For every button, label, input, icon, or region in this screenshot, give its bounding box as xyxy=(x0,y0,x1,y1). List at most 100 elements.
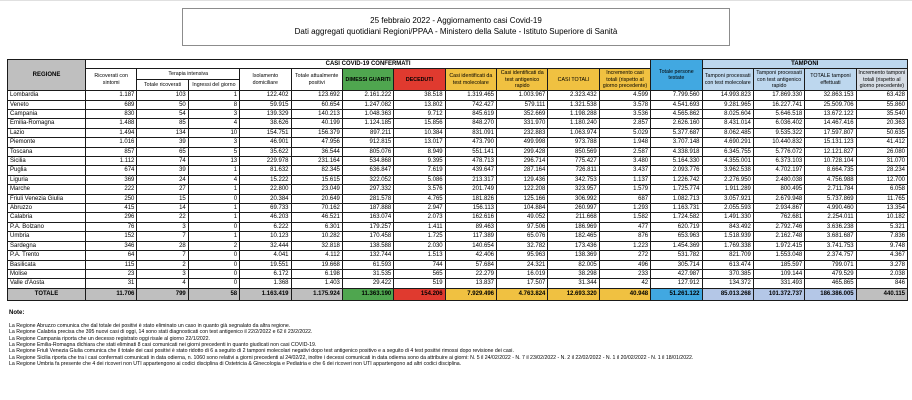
cell-ti-totale-ricoverati: 799 xyxy=(136,287,189,301)
cell-incremento-casi: 3.536 xyxy=(598,108,652,120)
cell-incremento-tamponi: 440.115 xyxy=(855,287,909,301)
cell-deceduti: 13.802 xyxy=(393,99,446,111)
cell-casi-totali: 306.992 xyxy=(547,193,600,205)
cell-dimessi-guariti: 29.422 xyxy=(341,278,395,289)
cell-casi-test-molecolare: 42.406 xyxy=(444,250,498,261)
cell-isolamento-domiciliare: 10.123 xyxy=(239,231,292,242)
cell-totale-attualmente-positivi: 40.199 xyxy=(290,118,343,129)
column-header-isolamento-domiciliare: Isolamento domiciliare xyxy=(239,68,292,92)
cell-ricoverati-con-sintomi: 346 xyxy=(84,240,138,252)
cell-totale-attualmente-positivi: 46.521 xyxy=(290,212,343,223)
cell-tamponi-antigenico: 331.493 xyxy=(752,278,806,289)
cell-incremento-casi: 1.579 xyxy=(598,184,652,195)
cell-casi-test-antigenico: 32.782 xyxy=(495,240,549,252)
cell-tamponi-molecolare: 370.385 xyxy=(701,268,754,280)
cell-tamponi-antigenico: 5.646.518 xyxy=(752,108,806,120)
cell-casi-test-antigenico: 95.963 xyxy=(495,250,549,261)
cell-totale-persone-testate: 653.963 xyxy=(650,231,703,242)
cell-tamponi-antigenico: 2.162.748 xyxy=(752,231,806,242)
cell-isolamento-domiciliare: 139.329 xyxy=(239,108,292,120)
cell-casi-totali: 186.969 xyxy=(547,221,600,233)
cell-casi-test-molecolare: 201.749 xyxy=(444,184,498,195)
cell-totale-attualmente-positivi: 6.301 xyxy=(290,221,343,233)
cell-tamponi-molecolare: 613.474 xyxy=(701,259,754,270)
region-name-cell: Sicilia xyxy=(7,156,86,167)
cell-deceduti: 15.856 xyxy=(393,118,446,129)
cell-totale-tamponi: 4.756.988 xyxy=(804,174,857,186)
cell-ricoverati-con-sintomi: 674 xyxy=(84,165,138,176)
cell-tamponi-antigenico: 9.535.322 xyxy=(752,127,806,139)
cell-isolamento-domiciliare: 229.978 xyxy=(239,156,292,167)
region-name-cell: Abruzzo xyxy=(7,203,86,214)
table-row: Piemonte 1.016 39 3 46.901 47.956 912.815 13.01… xyxy=(7,137,909,148)
cell-tamponi-antigenico: 17.869.330 xyxy=(752,90,806,101)
cell-incremento-casi: 1.948 xyxy=(598,137,652,148)
cell-incremento-tamponi: 846 xyxy=(855,278,909,289)
cell-ti-totale-ricoverati: 3 xyxy=(136,221,189,233)
cell-tamponi-molecolare: 4.355.001 xyxy=(701,156,754,167)
cell-totale-attualmente-positivi: 23.049 xyxy=(290,184,343,195)
cell-ti-ingressi-giorno: 5 xyxy=(187,146,241,158)
cell-isolamento-domiciliare: 46.203 xyxy=(239,212,292,223)
cell-ti-totale-ricoverati: 15 xyxy=(136,193,189,205)
region-name-cell: Emilia-Romagna xyxy=(7,118,86,129)
cell-ti-ingressi-giorno: 0 xyxy=(187,193,241,205)
cell-ti-totale-ricoverati: 14 xyxy=(136,203,189,214)
cell-casi-test-molecolare: 156.113 xyxy=(444,203,498,214)
cell-totale-tamponi: 2.254.011 xyxy=(804,212,857,223)
cell-ti-totale-ricoverati: 74 xyxy=(136,156,189,167)
cell-totale-tamponi: 3.681.687 xyxy=(804,231,857,242)
cell-tamponi-antigenico: 4.702.197 xyxy=(752,165,806,176)
region-name-cell: Marche xyxy=(7,184,86,195)
cell-casi-totali: 2.323.432 xyxy=(547,90,600,101)
table-row: Basilicata 115 2 0 19.551 19.668 61.593 744 57.6… xyxy=(7,259,909,270)
cell-deceduti: 1.725 xyxy=(393,231,446,242)
cell-incremento-tamponi: 7.836 xyxy=(855,231,909,242)
cell-totale-persone-testate: 2.093.776 xyxy=(650,165,703,176)
cell-casi-totali: 726.811 xyxy=(547,165,600,176)
cell-ricoverati-con-sintomi: 689 xyxy=(84,99,138,111)
cell-incremento-tamponi: 28.234 xyxy=(855,165,909,176)
cell-casi-test-antigenico: 65.076 xyxy=(495,231,549,242)
cell-deceduti: 10.384 xyxy=(393,127,446,139)
cell-incremento-tamponi: 55.860 xyxy=(855,99,909,111)
cell-incremento-casi: 496 xyxy=(598,259,652,270)
column-header-totale-attualmente-positivi: Totale attualmente positivi xyxy=(290,68,343,92)
cell-totale-persone-testate: 1.226.742 xyxy=(650,174,703,186)
column-header-ti-totale-ricoverati: Totale ricoverati xyxy=(136,79,189,92)
cell-casi-totali: 973.788 xyxy=(547,137,600,148)
cell-deceduti: 8.949 xyxy=(393,146,446,158)
cell-totale-persone-testate: 427.987 xyxy=(650,268,703,280)
group-header-tamponi: TAMPONI xyxy=(701,58,908,70)
cell-incremento-tamponi: 35.540 xyxy=(855,108,909,120)
cell-tamponi-antigenico: 2.792.746 xyxy=(752,221,806,233)
cell-incremento-casi: 2.857 xyxy=(598,118,652,129)
notes-list: La Regione Abruzzo comunica che dal tota… xyxy=(9,323,912,368)
cell-ti-totale-ricoverati: 3 xyxy=(136,268,189,280)
cell-incremento-casi: 3.480 xyxy=(598,156,652,167)
cell-casi-test-antigenico: 122.208 xyxy=(495,184,549,195)
region-name-cell: Piemonte xyxy=(7,137,86,148)
cell-ricoverati-con-sintomi: 115 xyxy=(84,259,138,270)
cell-tamponi-molecolare: 14.993.823 xyxy=(701,90,754,101)
table-row: Sicilia 1.112 74 13 229.978 231.164 534.868 9.3… xyxy=(7,156,909,167)
column-header-regione: REGIONE xyxy=(7,58,86,92)
region-name-cell: TOTALE xyxy=(7,287,86,301)
cell-casi-test-antigenico: 1.003.967 xyxy=(495,90,549,101)
cell-casi-totali: 323.957 xyxy=(547,184,600,195)
cell-incremento-tamponi: 41.412 xyxy=(855,137,909,148)
cell-totale-attualmente-positivi: 123.692 xyxy=(290,90,343,101)
region-name-cell: Veneto xyxy=(7,99,86,111)
cell-casi-totali: 38.298 xyxy=(547,268,600,280)
note-item: La Regione Friuli Venezia Giulia comunic… xyxy=(9,348,514,355)
note-item: La Regione Emilia-Romagna dichiara che s… xyxy=(9,341,317,348)
cell-casi-test-antigenico: 296.714 xyxy=(495,156,549,167)
cell-tamponi-molecolare: 1.911.289 xyxy=(701,184,754,195)
cell-ti-ingressi-giorno: 1 xyxy=(187,90,241,101)
cell-casi-totali: 342.753 xyxy=(547,174,600,186)
column-header-casi-totali: CASI TOTALI xyxy=(547,68,600,92)
cell-ricoverati-con-sintomi: 1.112 xyxy=(84,156,138,167)
column-header-incremento-casi: Incremento casi totali (rispetto al gior… xyxy=(598,68,652,92)
cell-totale-persone-testate: 5.377.687 xyxy=(650,127,703,139)
cell-tamponi-molecolare: 9.281.965 xyxy=(701,99,754,111)
